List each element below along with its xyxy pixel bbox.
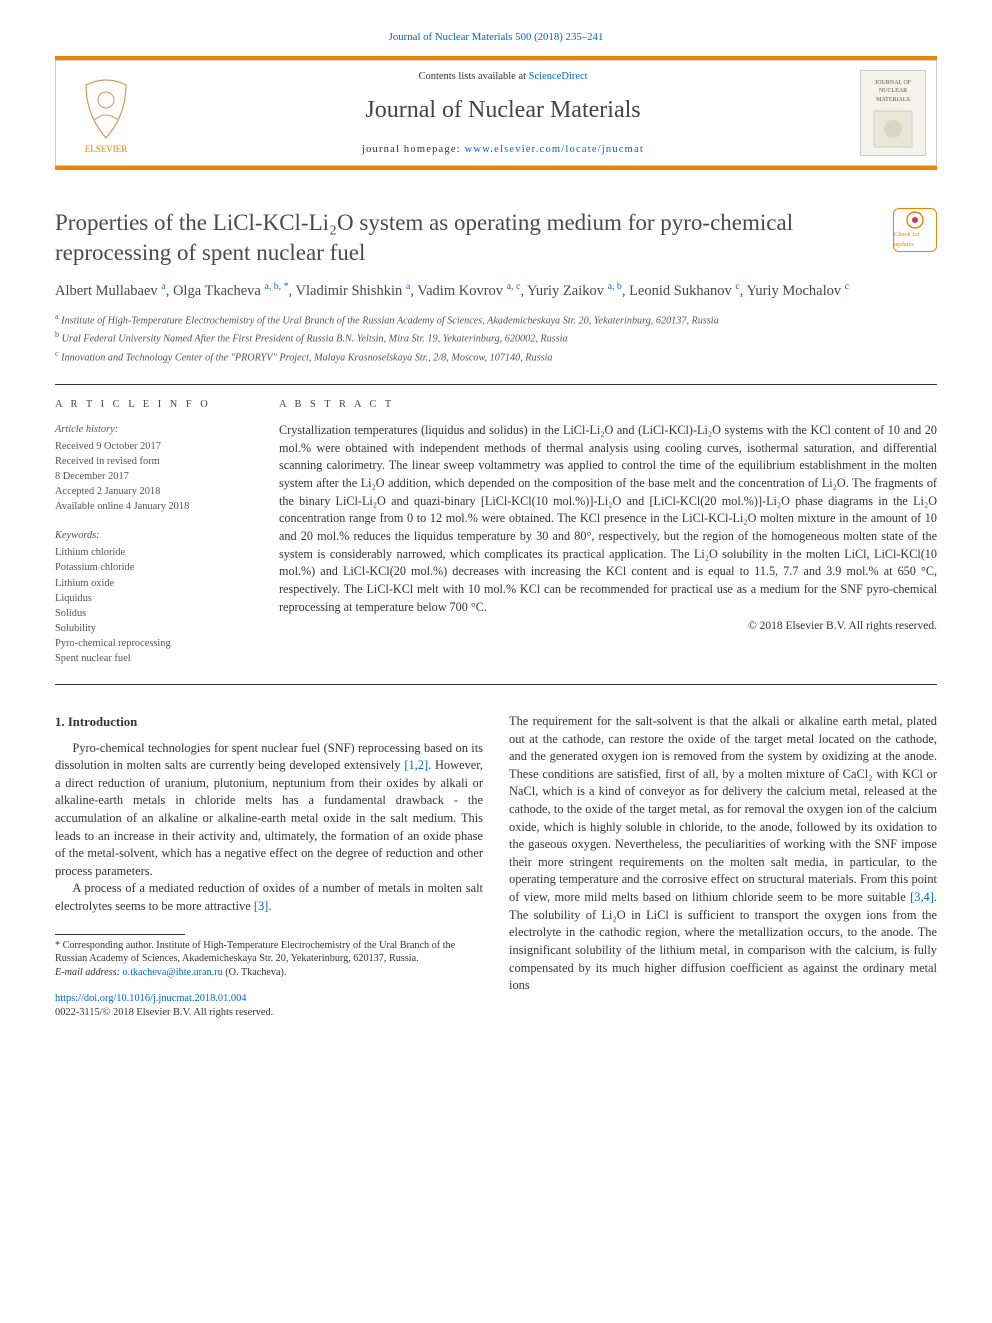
keywords-label: Keywords:	[55, 528, 251, 543]
body-left-col: 1. Introduction Pyro-chemical technologi…	[55, 713, 483, 1020]
abstract-text: Crystallization temperatures (liquidus a…	[279, 422, 937, 617]
divider-top	[55, 384, 937, 385]
banner-bottom-rule	[55, 166, 937, 170]
corresponding-footnote: * Corresponding author. Institute of Hig…	[55, 939, 483, 967]
abstract-header: A B S T R A C T	[279, 397, 937, 412]
corresponding-email[interactable]: o.tkacheva@ihte.uran.ru	[123, 967, 223, 978]
svg-text:ELSEVIER: ELSEVIER	[85, 144, 128, 154]
citation-link[interactable]: Journal of Nuclear Materials 500 (2018) …	[389, 31, 604, 43]
updates-icon	[905, 210, 925, 230]
article-title: Properties of the LiCl-KCl-Li₂O system a…	[55, 208, 877, 268]
divider-bottom	[55, 684, 937, 685]
history-label: Article history:	[55, 422, 251, 437]
doi-link[interactable]: https://doi.org/10.1016/j.jnucmat.2018.0…	[55, 993, 246, 1004]
homepage-link[interactable]: www.elsevier.com/locate/jnucmat	[465, 144, 644, 155]
body-paragraph: A process of a mediated reduction of oxi…	[55, 880, 483, 915]
journal-name: Journal of Nuclear Materials	[160, 93, 846, 128]
journal-banner: ELSEVIER Contents lists available at Sci…	[55, 60, 937, 166]
history-list: Received 9 October 2017Received in revis…	[55, 439, 251, 514]
check-updates-badge[interactable]: Check for updates	[893, 208, 937, 252]
body-paragraph: Pyro-chemical technologies for spent nuc…	[55, 740, 483, 881]
email-footnote: E-mail address: o.tkacheva@ihte.uran.ru …	[55, 966, 483, 980]
body-paragraph: The requirement for the salt-solvent is …	[509, 713, 937, 995]
contents-available: Contents lists available at ScienceDirec…	[160, 69, 846, 84]
abstract-copyright: © 2018 Elsevier B.V. All rights reserved…	[279, 618, 937, 635]
journal-cover-thumb: JOURNAL OF NUCLEAR MATERIALS	[860, 70, 926, 156]
abstract-col: A B S T R A C T Crystallization temperat…	[279, 397, 937, 666]
section-heading: 1. Introduction	[55, 713, 483, 732]
author-list: Albert Mullabaev a, Olga Tkacheva a, b, …	[55, 280, 937, 303]
sciencedirect-link[interactable]: ScienceDirect	[529, 71, 588, 82]
journal-homepage: journal homepage: www.elsevier.com/locat…	[160, 142, 846, 157]
affiliations: a Institute of High-Temperature Electroc…	[55, 311, 937, 366]
elsevier-logo: ELSEVIER	[66, 70, 146, 156]
article-info-header: A R T I C L E I N F O	[55, 397, 251, 412]
issn-copyright: 0022-3115/© 2018 Elsevier B.V. All right…	[55, 1007, 273, 1018]
citation-line: Journal of Nuclear Materials 500 (2018) …	[55, 30, 937, 46]
footnote-rule	[55, 934, 185, 935]
article-info-col: A R T I C L E I N F O Article history: R…	[55, 397, 251, 666]
keywords-list: Lithium chloridePotassium chlorideLithiu…	[55, 545, 251, 666]
body-right-col: The requirement for the salt-solvent is …	[509, 713, 937, 1020]
doi-block: https://doi.org/10.1016/j.jnucmat.2018.0…	[55, 992, 483, 1020]
